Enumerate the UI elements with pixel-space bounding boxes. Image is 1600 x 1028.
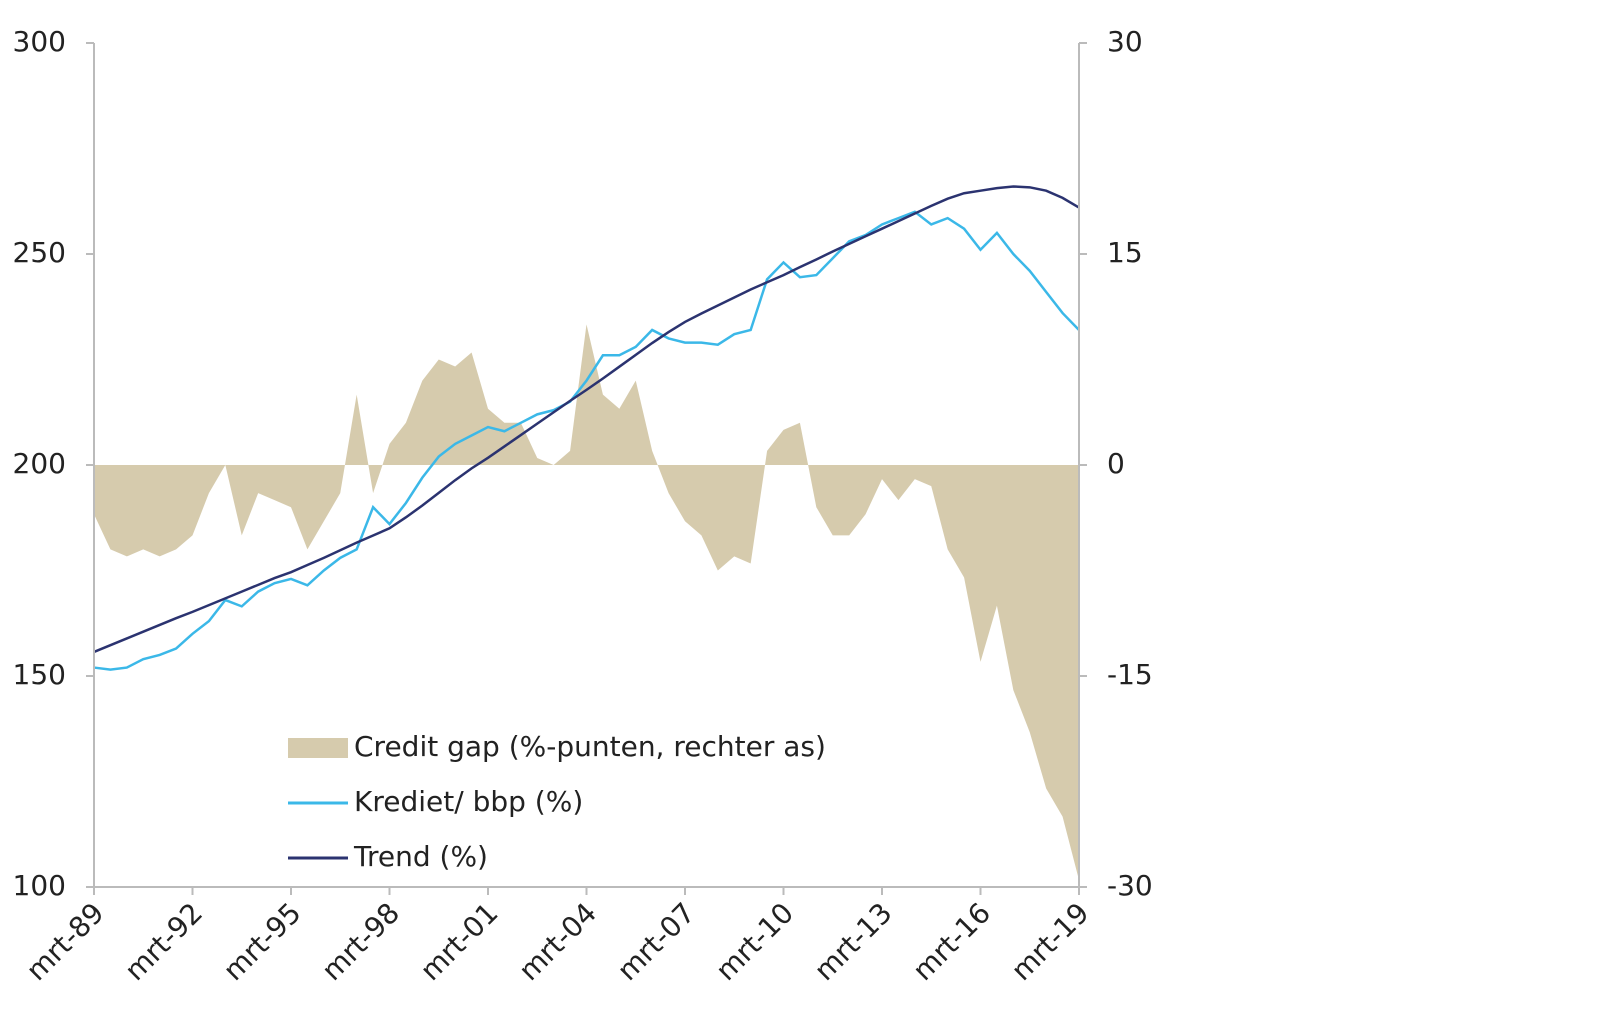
x-tick-label: mrt-04 [512, 896, 603, 987]
y-tick-label: 150 [13, 658, 66, 691]
legend-swatch [288, 738, 348, 758]
x-tick-label: mrt-13 [808, 896, 899, 987]
area [94, 324, 1079, 880]
y-tick-label: 100 [13, 869, 66, 902]
x-tick-label: mrt-07 [611, 896, 702, 987]
y-tick-label: 200 [13, 447, 66, 480]
legend-label: Credit gap (%-punten, rechter as) [354, 730, 826, 763]
y2-tick-label: 30 [1107, 25, 1143, 58]
x-tick-label: mrt-16 [906, 896, 997, 987]
y-tick-label: 250 [13, 236, 66, 269]
x-tick-label: mrt-95 [217, 896, 308, 987]
y2-tick-label: -15 [1107, 658, 1153, 691]
x-tick-label: mrt-92 [118, 896, 209, 987]
y2-tick-label: -30 [1107, 869, 1153, 902]
x-tick-label: mrt-89 [20, 896, 111, 987]
x-tick-label: mrt-10 [709, 896, 800, 987]
x-tick-label: mrt-01 [414, 896, 505, 987]
line [93, 185, 1080, 654]
x-tick-label: mrt-98 [315, 896, 406, 987]
y-tick-label: 300 [13, 25, 66, 58]
line [93, 210, 1080, 671]
x-tick-label: mrt-19 [1005, 896, 1096, 987]
legend-label: Trend (%) [353, 840, 488, 873]
y2-tick-label: 15 [1107, 236, 1143, 269]
y2-tick-label: 0 [1107, 447, 1125, 480]
legend-label: Krediet/ bbp (%) [354, 785, 583, 818]
